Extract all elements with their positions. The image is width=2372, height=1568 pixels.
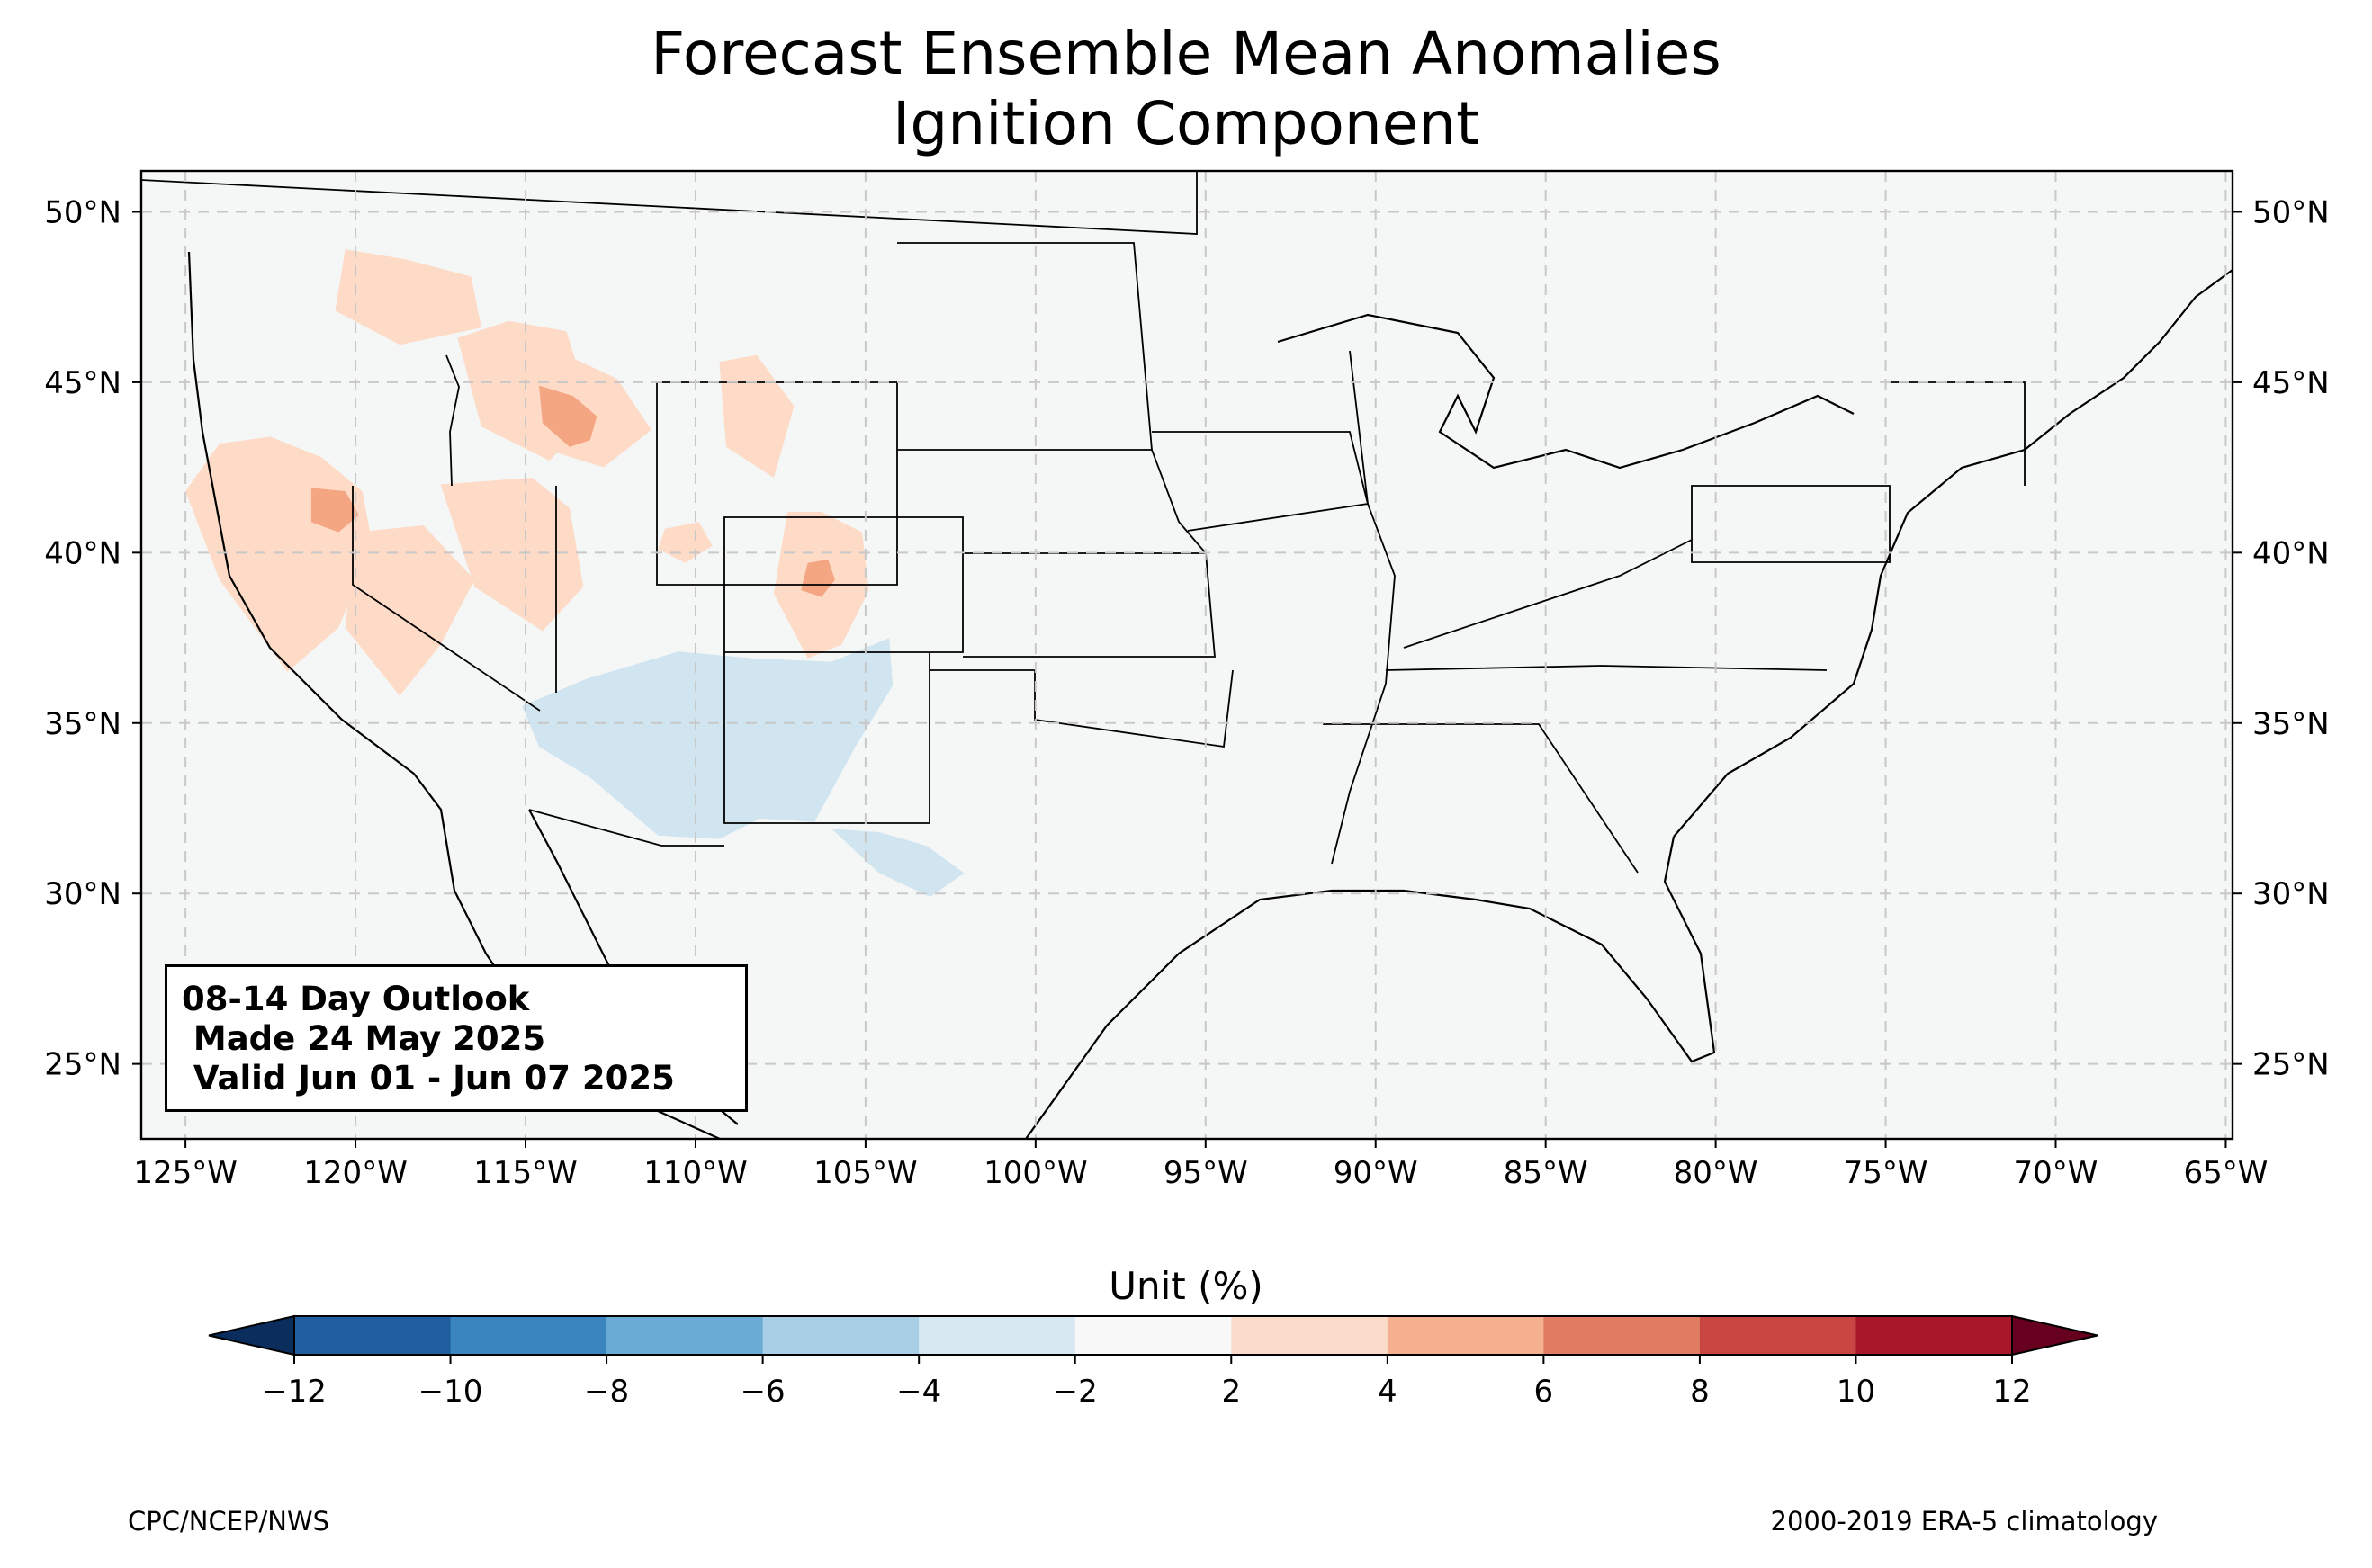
anomaly-region-2 [345, 525, 475, 696]
colorbar-tick-label: −4 [896, 1374, 941, 1410]
border-kansas-frame [963, 552, 1216, 658]
valid-range: Valid Jun 01 - Jun 07 2025 [182, 1059, 675, 1098]
lat-tick-label-right: 35°N [2252, 706, 2330, 742]
colorbar-under-arrow [208, 1314, 295, 1357]
colorbar-label: Unit (%) [1109, 1264, 1263, 1308]
lon-tick-label: 85°W [1504, 1155, 1588, 1191]
border-nebraska [897, 449, 1207, 554]
colorbar-segment [1855, 1316, 2013, 1355]
colorbar-segment [1543, 1316, 1701, 1355]
anomaly-region-14 [831, 829, 965, 897]
outlook-line: 08-14 Day Outlook [182, 980, 530, 1018]
lon-tick-label: 95°W [1164, 1155, 1248, 1191]
anomaly-region-7 [719, 354, 795, 478]
coast-atlantic [1673, 269, 2233, 838]
colorbar-tick-label: −10 [418, 1374, 483, 1410]
lat-tick-label-left: 35°N [44, 706, 121, 742]
lon-tick-label: 125°W [133, 1155, 238, 1191]
colorbar-tick-label: 4 [1378, 1374, 1397, 1410]
colorbar-tick-label: 12 [1992, 1374, 2031, 1410]
border-colorado-frame [723, 516, 964, 653]
border-us-canada [141, 171, 1198, 235]
lat-tick-label-right: 30°N [2252, 876, 2330, 912]
border-gulf-states [1323, 723, 1639, 874]
border-new-york [1890, 381, 2026, 486]
state-borders [141, 171, 2026, 874]
border-oregon-idaho [445, 354, 460, 487]
colorbar: −12 −10 −8 −6 −4 −2 2 4 6 8 10 12 [208, 1314, 2098, 1410]
lat-tick-label-right: 45°N [2252, 365, 2330, 401]
lat-tick-label-right: 50°N [2252, 194, 2330, 230]
colorbar-tick-label: −6 [741, 1374, 786, 1410]
colorbar-tick-label: −12 [262, 1374, 327, 1410]
lon-tick-label: 80°W [1674, 1155, 1758, 1191]
lon-tick-label: 115°W [473, 1155, 578, 1191]
anomaly-region-13 [522, 638, 894, 839]
colorbar-tick-label: −2 [1053, 1374, 1098, 1410]
colorbar-tick-label: 8 [1690, 1374, 1710, 1410]
lon-tick-label: 90°W [1334, 1155, 1418, 1191]
footer-credit: CPC/NCEP/NWS [128, 1506, 330, 1537]
colorbar-segment [762, 1316, 920, 1355]
colorbar-segment [294, 1316, 452, 1355]
map-content [141, 171, 2233, 1139]
footer-climatology: 2000-2019 ERA-5 climatology [1770, 1506, 2158, 1537]
map-ticks: 125°W 120°W 115°W 110°W 105°W 100°W 95°W 90°W 85… [44, 194, 2329, 1191]
anomaly-region-10 [539, 385, 597, 447]
lon-tick-label: 70°W [2014, 1155, 2098, 1191]
gridlines [141, 171, 2233, 1139]
colorbar-segment [1699, 1316, 1856, 1355]
colorbar-tick-label: 10 [1837, 1374, 1875, 1410]
anomaly-region-6 [335, 249, 481, 345]
lon-tick-label: 110°W [643, 1155, 748, 1191]
lon-tick-label: 65°W [2183, 1155, 2268, 1191]
colorbar-over-arrow [2011, 1314, 2098, 1357]
colorbar-segment [450, 1316, 607, 1355]
outlook-info-box: 08-14 Day Outlook Made 24 May 2025 Valid… [165, 964, 748, 1112]
anomaly-region-11 [310, 488, 359, 533]
border-tennessee [1385, 665, 1828, 671]
chart-title: Forecast Ensemble Mean Anomalies [651, 19, 1721, 88]
lat-tick-label-left: 40°N [44, 535, 121, 571]
made-date: Made 24 May 2025 [182, 1019, 546, 1058]
border-arizona-south [528, 809, 724, 847]
lat-tick-label-left: 50°N [44, 194, 121, 230]
lat-tick-label-right: 40°N [2252, 535, 2330, 571]
anomaly-region-12 [801, 559, 835, 597]
lon-tick-label: 75°W [1844, 1155, 1928, 1191]
colorbar-tick-label: 6 [1534, 1374, 1554, 1410]
coast-great-lakes [1277, 313, 1855, 470]
colorbar-segment [606, 1316, 764, 1355]
lon-tick-label: 100°W [984, 1155, 1088, 1191]
colorbar-tick-label: 2 [1221, 1374, 1241, 1410]
lat-tick-label-right: 25°N [2252, 1047, 2330, 1083]
colorbar-segment [1387, 1316, 1544, 1355]
chart-subtitle: Ignition Component [892, 89, 1480, 158]
border-iowa [1152, 431, 1370, 532]
border-pennsylvania [1691, 485, 1891, 563]
map-frame [139, 169, 2234, 1141]
colorbar-segment [1074, 1316, 1232, 1355]
lon-tick-label: 120°W [303, 1155, 408, 1191]
border-mississippi-river [1331, 350, 1396, 865]
border-dakotas [897, 242, 1153, 451]
lon-tick-label: 105°W [813, 1155, 918, 1191]
anomaly-region-3 [440, 478, 584, 632]
lat-tick-label-left: 45°N [44, 365, 121, 401]
lat-tick-label-left: 25°N [44, 1047, 121, 1083]
lat-tick-label-left: 30°N [44, 876, 121, 912]
border-ohio-river [1403, 539, 1693, 649]
border-wyoming-frame [656, 381, 898, 586]
colorbar-tick-label: −8 [584, 1374, 629, 1410]
border-new-mexico [723, 652, 930, 824]
colorbar-segment [1231, 1316, 1388, 1355]
colorbar-outline [293, 1315, 2013, 1356]
border-california-nevada [352, 486, 541, 712]
colorbar-segment [919, 1316, 1076, 1355]
